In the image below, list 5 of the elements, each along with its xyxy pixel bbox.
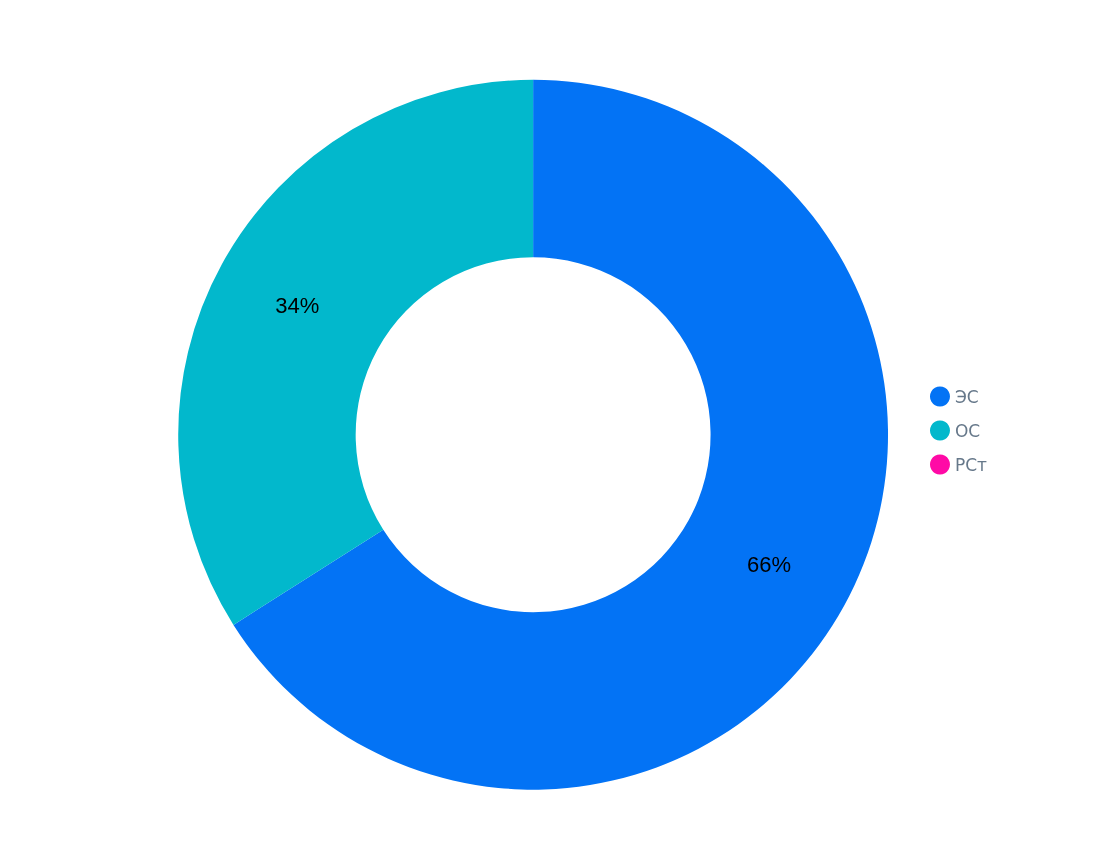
legend-label: ОС xyxy=(954,420,981,441)
legend-label: РСт xyxy=(954,454,988,475)
legend-label: ЭС xyxy=(954,386,979,407)
data-label: 66% xyxy=(746,551,792,577)
data-label: 34% xyxy=(275,292,320,318)
